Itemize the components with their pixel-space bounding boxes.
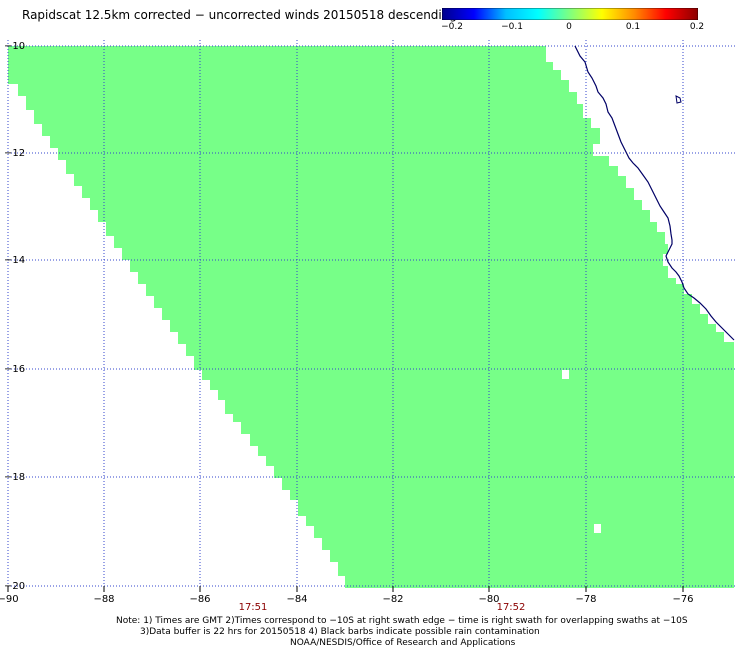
colorbar-tick: 0	[566, 22, 572, 32]
lon-label: −82	[382, 594, 403, 605]
note-line: Note: 1) Times are GMT 2)Times correspon…	[116, 616, 688, 626]
no-data-cell	[594, 524, 601, 533]
lon-label: −80	[478, 594, 499, 605]
lon-label: −88	[93, 594, 114, 605]
time-label: 17:52	[497, 602, 526, 613]
lat-label: −16	[4, 364, 25, 375]
colorbar-tick: −0.2	[441, 22, 463, 32]
lat-lon-grid	[7, 40, 735, 592]
wind-swath	[8, 46, 734, 588]
colorbar-tick: 0.2	[689, 22, 705, 32]
lon-label: −84	[286, 594, 307, 605]
lat-label: −20	[4, 581, 25, 592]
map-title: Rapidscat 12.5km corrected − uncorrected…	[22, 8, 457, 22]
swath-area	[8, 46, 734, 588]
island-outline	[675, 95, 682, 104]
note-line: NOAA/NESDIS/Office of Research and Appli…	[290, 638, 516, 648]
lat-label: −12	[4, 148, 25, 159]
lon-label: −90	[0, 594, 19, 605]
lon-label: −76	[672, 594, 693, 605]
lat-label: −10	[4, 41, 25, 52]
lat-label: −18	[4, 472, 25, 483]
colorbar	[442, 8, 698, 20]
time-label: 17:51	[239, 602, 268, 613]
no-data-cell	[562, 370, 569, 379]
coastline	[574, 45, 735, 341]
colorbar-tick: 0.1	[625, 22, 641, 32]
lon-label: −86	[189, 594, 210, 605]
lat-label: −14	[4, 255, 25, 266]
lat-labels: −10 −12 −14 −16 −18 −20	[4, 41, 25, 592]
lon-label: −78	[575, 594, 596, 605]
colorbar-tick: −0.1	[501, 22, 523, 32]
lon-labels: −90 −88 −86 −84 −82 −80 −78 −76	[0, 594, 694, 605]
note-line: 3)Data buffer is 22 hrs for 20150518 4) …	[140, 627, 540, 637]
